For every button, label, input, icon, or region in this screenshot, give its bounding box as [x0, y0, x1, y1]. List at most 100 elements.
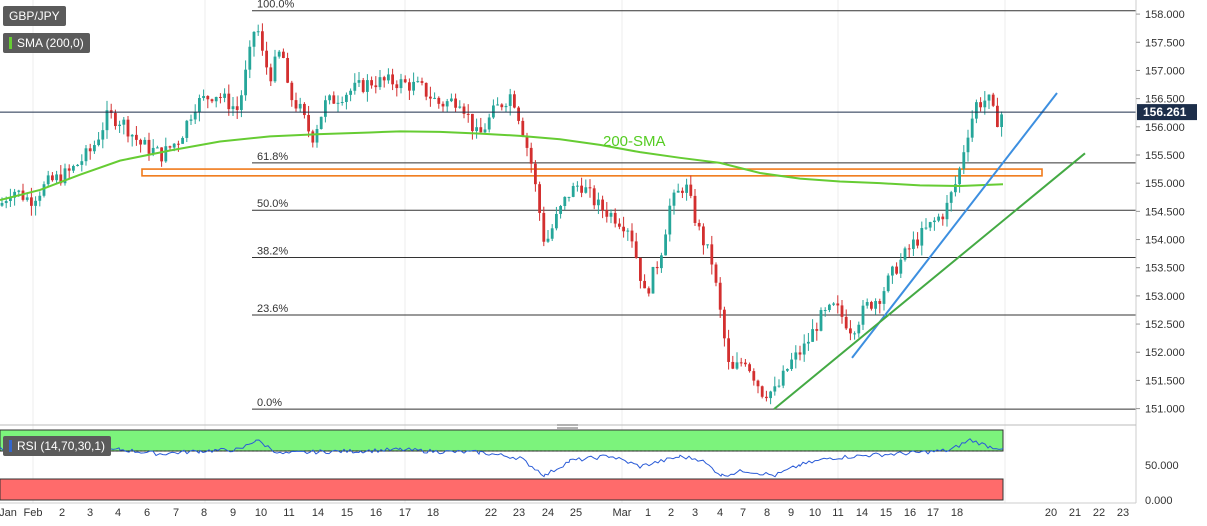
candle-body	[886, 275, 890, 292]
candle-body	[874, 301, 877, 309]
trendline-green	[773, 152, 1086, 410]
candle-body	[101, 130, 105, 140]
candle-body	[865, 302, 869, 306]
fib-label: 100.0%	[257, 0, 295, 11]
sma-200-path	[0, 130, 1004, 202]
candle-body	[857, 324, 861, 334]
time-tick-label: 24	[542, 507, 554, 519]
candle-body	[760, 386, 764, 397]
candle-body	[105, 110, 109, 131]
candle-body	[676, 190, 680, 193]
time-tick-label: 8	[201, 507, 207, 519]
candle-body	[912, 239, 915, 249]
candle-body	[214, 96, 218, 102]
candle-body	[731, 361, 735, 369]
time-tick-label: 11	[832, 507, 843, 519]
time-tick-label: 2	[668, 507, 674, 519]
candle-body	[618, 223, 621, 227]
time-tick-label: 7	[740, 507, 746, 519]
indicator-text: SMA (200,0)	[17, 36, 84, 50]
candle-body	[63, 168, 67, 184]
candle-body	[353, 82, 357, 91]
candle-body	[479, 127, 483, 133]
candle-body	[920, 228, 924, 246]
candle-body	[790, 359, 793, 370]
candle-body	[550, 228, 554, 239]
candle-body	[744, 362, 747, 365]
candle-body	[903, 248, 907, 260]
time-tick-label: 15	[880, 507, 892, 519]
candle-body	[756, 380, 760, 387]
candle-body	[416, 81, 420, 83]
candle-body	[689, 184, 693, 196]
candle-body	[504, 105, 508, 108]
time-tick-label: Mar	[613, 507, 632, 519]
candle-body	[844, 316, 848, 329]
candle-body	[639, 257, 642, 281]
candle-body	[189, 119, 193, 121]
candle-body	[290, 82, 294, 101]
candle-body	[72, 165, 75, 171]
candle-body	[576, 185, 579, 187]
candle-body	[521, 120, 525, 137]
candle-body	[525, 136, 529, 148]
candle-body	[483, 129, 487, 133]
candle-body	[828, 304, 831, 311]
time-tick-label: 4	[115, 507, 121, 519]
candle-body	[433, 97, 436, 99]
time-tick-label: 18	[951, 507, 963, 519]
candle-body	[311, 131, 315, 143]
candle-body	[177, 143, 180, 145]
candle-body	[340, 102, 344, 104]
candle-body	[983, 100, 987, 108]
time-tick-label: 2	[59, 507, 65, 519]
sma-color-swatch	[9, 37, 12, 49]
price-tick-label: 153.000	[1145, 291, 1185, 303]
candle-body	[437, 97, 441, 104]
candle-body	[458, 106, 462, 108]
candle-body	[366, 80, 369, 92]
candle-body	[454, 98, 457, 108]
candle-body	[546, 238, 550, 242]
rsi-pane: 50.000 0.000	[0, 424, 1179, 507]
candle-body	[685, 184, 688, 193]
rsi-oversold-zone	[0, 478, 1004, 501]
candle-body	[67, 168, 71, 171]
indicator-label[interactable]: SMA (200,0)	[3, 33, 90, 53]
time-tick-label: 1	[645, 507, 651, 519]
rsi-tick-label: 50.000	[1145, 460, 1179, 472]
candle-body	[819, 310, 823, 331]
time-axis: Jan Feb 2 3 4 6 7 8 9 10 11 14 15 16 17 18 22 23 24 25 Mar 1 2…	[0, 502, 1136, 519]
candle-body	[697, 222, 701, 227]
time-tick-label: Jan	[0, 507, 17, 519]
candle-body	[399, 79, 403, 89]
candle-body	[853, 333, 856, 335]
candle-body	[916, 239, 919, 246]
candle-body	[219, 96, 222, 98]
candle-body	[962, 152, 966, 169]
candle-body	[710, 244, 714, 265]
candle-body	[298, 103, 302, 109]
candle-body	[412, 81, 415, 91]
candle-body	[718, 282, 722, 310]
candle-body	[840, 305, 844, 317]
candle-body	[991, 94, 995, 106]
candle-body	[168, 146, 172, 148]
candle-body	[319, 116, 323, 130]
symbol-label[interactable]: GBP/JPY	[3, 6, 66, 26]
time-tick-label: 16	[370, 507, 382, 519]
candle-body	[34, 200, 37, 206]
candle-body	[240, 95, 243, 110]
price-tick-label: 152.500	[1145, 319, 1185, 331]
candle-body	[286, 57, 289, 83]
fib-label: 50.0%	[257, 198, 288, 210]
candle-body	[794, 352, 798, 360]
rsi-label[interactable]: RSI (14,70,30,1)	[3, 436, 112, 456]
candle-body	[55, 174, 58, 181]
time-tick-label: 14	[312, 507, 324, 519]
fib-label: 0.0%	[257, 397, 282, 409]
candle-body	[46, 175, 50, 185]
candle-body	[597, 199, 600, 206]
candle-body	[324, 100, 327, 117]
candle-body	[508, 94, 512, 106]
